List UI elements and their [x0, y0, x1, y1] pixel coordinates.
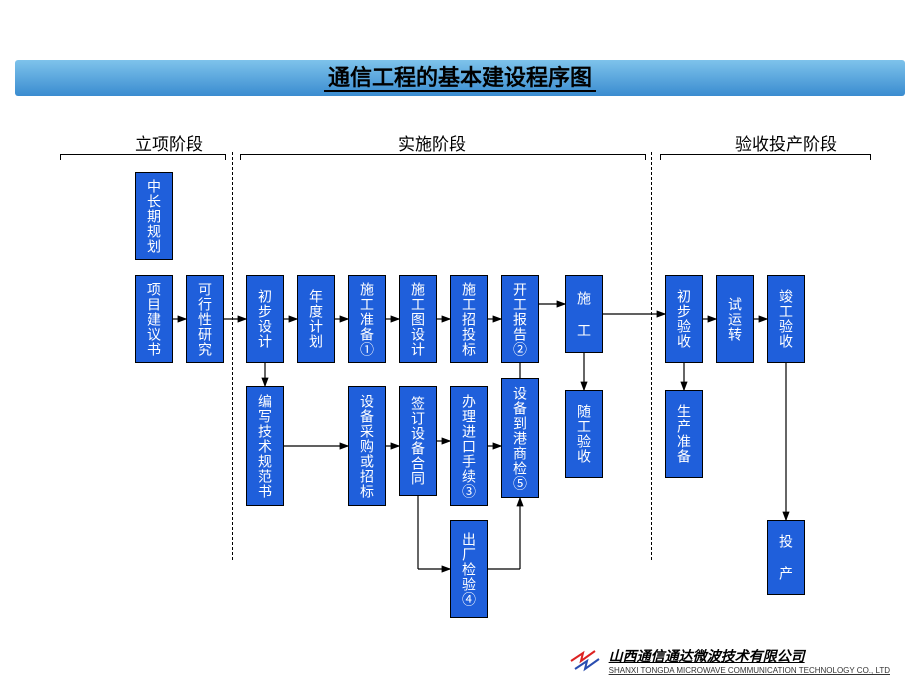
footer-company-en: SHANXI TONGDA MICROWAVE COMMUNICATION TE…	[609, 666, 890, 675]
flow-node: 项目建议书	[135, 275, 173, 363]
flow-node: 施工图设计	[399, 275, 437, 363]
flow-node: 随工验收	[565, 390, 603, 478]
phase-label: 验收投产阶段	[735, 130, 837, 155]
flow-node: 施 工	[565, 275, 603, 353]
flow-node: 办理进口手续③	[450, 386, 488, 506]
flow-node: 投 产	[767, 520, 805, 595]
phase-bracket	[660, 154, 870, 165]
flow-node: 年度计划	[297, 275, 335, 363]
flow-node: 设备到港商检⑤	[501, 378, 539, 498]
phase-bracket	[60, 154, 225, 165]
flow-node: 编写技术规范书	[246, 386, 284, 506]
logo-icon	[569, 647, 603, 675]
footer-company-cn: 山西通信通达微波技术有限公司	[609, 646, 890, 666]
flow-node: 竣工验收	[767, 275, 805, 363]
phase-label: 实施阶段	[398, 130, 466, 155]
flow-node: 可行性研究	[186, 275, 224, 363]
phase-divider	[232, 152, 233, 560]
title-bar: 通信工程的基本建设程序图	[15, 60, 905, 96]
phase-bracket	[240, 154, 645, 165]
flow-node: 生产准备	[665, 390, 703, 478]
flow-node: 签订设备合同	[399, 386, 437, 496]
footer: 山西通信通达微波技术有限公司 SHANXI TONGDA MICROWAVE C…	[569, 646, 890, 675]
flow-node: 设备采购或招标	[348, 386, 386, 506]
flow-node: 中长期规划	[135, 172, 173, 260]
phase-divider	[651, 152, 652, 560]
flow-node: 施工准备①	[348, 275, 386, 363]
page-title: 通信工程的基本建设程序图	[324, 65, 596, 92]
flow-node: 施工招投标	[450, 275, 488, 363]
phase-label: 立项阶段	[135, 130, 203, 155]
flow-node: 初步设计	[246, 275, 284, 363]
flow-node: 开工报告②	[501, 275, 539, 363]
flow-node: 初步验收	[665, 275, 703, 363]
flow-node: 出厂检验④	[450, 520, 488, 618]
flow-node: 试运转	[716, 275, 754, 363]
